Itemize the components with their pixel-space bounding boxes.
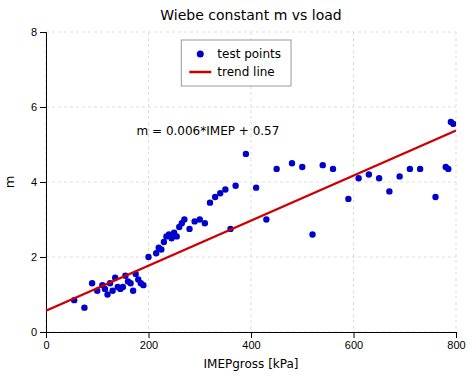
- x-tick-mark: [354, 332, 355, 338]
- x-tick-mark: [251, 332, 252, 338]
- x-tick-mark: [456, 332, 457, 338]
- y-tick-mark: [40, 182, 46, 183]
- scatter-point: [161, 239, 167, 245]
- scatter-point: [217, 190, 223, 196]
- scatter-point: [253, 184, 259, 190]
- scatter-point: [355, 175, 361, 181]
- x-tick-label: 200: [140, 339, 158, 351]
- scatter-point: [140, 282, 146, 288]
- title: Wiebe constant m vs load: [160, 7, 341, 23]
- y-tick: 6: [31, 101, 46, 113]
- x-tick-label: 0: [43, 339, 49, 351]
- scatter-point: [386, 188, 392, 194]
- y-tick: 8: [31, 26, 46, 38]
- scatter-point: [158, 246, 164, 252]
- y-tick-mark: [40, 107, 46, 108]
- scatter-point: [445, 166, 451, 172]
- x-tick: 600: [345, 332, 363, 351]
- grid-line-y: [46, 257, 456, 258]
- y-tick: 2: [31, 251, 46, 263]
- legend-item: test points: [197, 47, 281, 61]
- y-axis: 0 2 4 6 8: [31, 26, 47, 338]
- y-axis-line: [40, 33, 47, 333]
- scatter-point: [309, 231, 315, 237]
- legend-label: test points: [217, 47, 281, 61]
- scatter-point: [81, 304, 87, 310]
- scatter-point: [232, 183, 238, 189]
- scatter-point: [407, 166, 413, 172]
- y-axis-title: m: [2, 176, 17, 189]
- y-tick-mark: [40, 32, 46, 33]
- scatter-point: [450, 121, 456, 127]
- x-tick: 0: [43, 332, 49, 351]
- legend-swatch: [197, 51, 204, 58]
- legend-label: trend line: [217, 65, 274, 79]
- x-tick: 200: [140, 332, 158, 351]
- scatter-point: [222, 186, 228, 192]
- x-tick-label: 600: [345, 339, 363, 351]
- y-tick-label: 0: [31, 326, 37, 338]
- x-tick-mark: [149, 332, 150, 338]
- annotation: m = 0.006*IMEP + 0.57: [137, 124, 280, 138]
- scatter-point: [173, 233, 179, 239]
- scatter-point: [289, 160, 295, 166]
- grid-line-y: [46, 107, 456, 108]
- scatter-point: [299, 164, 305, 170]
- y-tick-label: 4: [31, 176, 37, 188]
- marks: [46, 119, 456, 311]
- scatter-point: [153, 250, 159, 256]
- legend: test points trend line: [181, 40, 291, 86]
- grid-line-y: [46, 182, 456, 183]
- scatter-point: [202, 220, 208, 226]
- scatter-point: [212, 194, 218, 200]
- legend-item: trend line: [189, 65, 274, 79]
- trend-line: [46, 131, 456, 311]
- legend-swatch: [189, 71, 211, 74]
- y-tick: 4: [31, 176, 46, 188]
- scatter-point: [207, 199, 213, 205]
- x-axis-line: [47, 333, 457, 339]
- scatter-point: [376, 175, 382, 181]
- scatter-point: [273, 166, 279, 172]
- scatter-point: [417, 166, 423, 172]
- y-tick-mark: [40, 257, 46, 258]
- scatter-point: [109, 288, 115, 294]
- scatter-point: [330, 166, 336, 172]
- scatter-point: [186, 226, 192, 232]
- y-tick-label: 6: [31, 101, 37, 113]
- x-axis-title: IMEPgross [kPa]: [203, 357, 298, 371]
- scatter-point: [181, 216, 187, 222]
- scatter-point: [89, 280, 95, 286]
- scatter-point: [130, 288, 136, 294]
- grid: [46, 32, 456, 332]
- x-tick-label: 800: [447, 339, 465, 351]
- y-tick-label: 2: [31, 251, 37, 263]
- y-tick-mark: [40, 332, 46, 333]
- scatter-point: [120, 284, 126, 290]
- scatter-point: [104, 291, 110, 297]
- scatter-point: [320, 162, 326, 168]
- scatter-point: [263, 216, 269, 222]
- y-tick: 0: [31, 326, 46, 338]
- x-tick: 800: [447, 332, 465, 351]
- scatter-point: [127, 280, 133, 286]
- x-tick: 400: [242, 332, 260, 351]
- scatter-point: [366, 171, 372, 177]
- scatter-point: [197, 216, 203, 222]
- x-tick-label: 400: [242, 339, 260, 351]
- grid-line-y: [46, 32, 456, 33]
- plot-area: 0 200 400 600 800 0 2 4 6 8 m = 0.006*IMEP + 0.57 t…: [31, 26, 466, 351]
- x-axis: 0 200 400 600 800: [43, 332, 465, 351]
- scatter-point: [243, 151, 249, 157]
- legend-frame: [181, 40, 291, 86]
- y-tick-label: 8: [31, 26, 37, 38]
- chart: 0 200 400 600 800 0 2 4 6 8 m = 0.006*IMEP + 0.57 t…: [0, 0, 474, 376]
- scatter-point: [345, 196, 351, 202]
- scatter-point: [396, 173, 402, 179]
- scatter-point: [145, 254, 151, 260]
- scatter-point: [432, 194, 438, 200]
